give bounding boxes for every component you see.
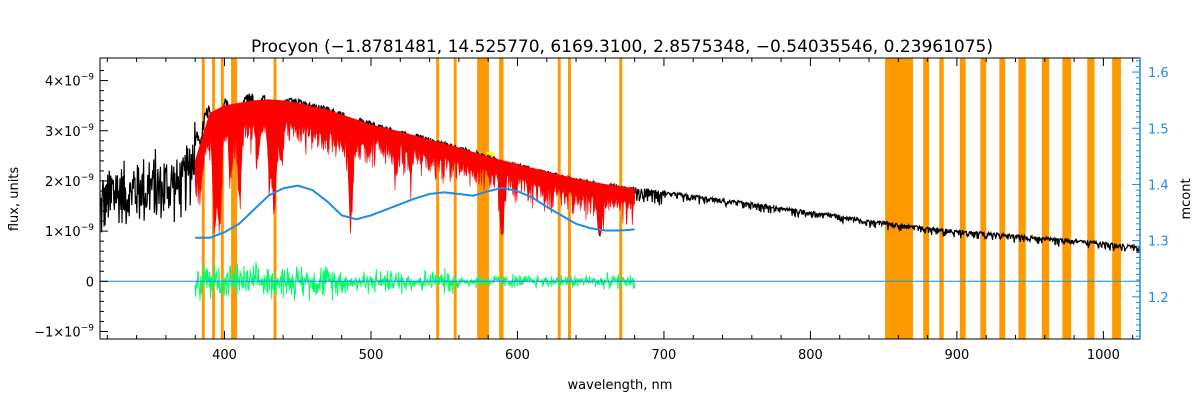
masked-region-0 [201,58,205,339]
masked-region-3 [231,58,235,339]
masked-region-2 [220,58,224,339]
y-tick-label-left: 2×10−9 [45,173,94,190]
x-tick-label: 800 [798,348,823,363]
masked-region-22 [1087,58,1095,339]
y-tick-label-left: 0 [86,275,94,290]
y-tick-label-right: 1.3 [1148,235,1169,250]
x-tick-label: 500 [359,348,384,363]
masked-region-6 [436,58,440,339]
masked-region-4 [234,58,237,339]
y-axis-left: 4×10−9 3×10−9 2×10−9 1×10−9 0 −1×10−9 [34,70,108,340]
y-tick-label-right: 1.4 [1148,178,1169,193]
masked-region-19 [1018,58,1026,339]
y-tick-label-right: 1.2 [1148,291,1169,306]
model-flux-series [194,99,635,234]
y-tick-label-left: 3×10−9 [45,123,94,140]
masked-region-16 [959,58,966,339]
x-tick-label: 700 [652,348,677,363]
continuum-series [195,184,635,239]
x-tick-label: 900 [944,348,969,363]
y-tick-label-left: −1×10−9 [34,323,94,340]
y-tick-label-left: 4×10−9 [45,73,94,90]
masked-region-10 [557,58,561,339]
x-axis: 400 500 600 700 800 900 1000 [106,58,1134,363]
y-tick-label-right: 1.5 [1148,122,1169,137]
masked-region-11 [568,58,571,339]
model-flux-area [194,99,635,234]
y-tick-label-left: 1×10−9 [45,223,94,240]
chart-title: Procyon (−1.8781481, 14.525770, 6169.310… [251,37,993,57]
x-axis-label: wavelength, nm [568,378,673,393]
masked-region-21 [1062,58,1072,339]
masked-region-8 [477,58,489,339]
masked-region-17 [980,58,987,339]
x-tick-label: 1000 [1087,348,1120,363]
residual-series [194,261,636,301]
continuum-line [195,184,635,239]
x-tick-label: 400 [212,348,237,363]
masked-region-15 [939,58,944,339]
masked-region-18 [999,58,1006,339]
y-tick-label-right: 1.6 [1148,66,1169,81]
x-tick-label: 600 [505,348,530,363]
residual-line [194,261,636,301]
masked-region-23 [1112,58,1121,339]
y-axis-label-left: flux, units [7,167,22,232]
masked-region-14 [923,58,930,339]
y-axis-right: 1.6 1.5 1.4 1.3 1.2 [1132,58,1169,339]
masked-region-7 [453,58,457,339]
masked-region-13 [885,58,913,339]
masked-region-20 [1041,58,1050,339]
y-axis-label-right: mcont [1179,178,1194,219]
